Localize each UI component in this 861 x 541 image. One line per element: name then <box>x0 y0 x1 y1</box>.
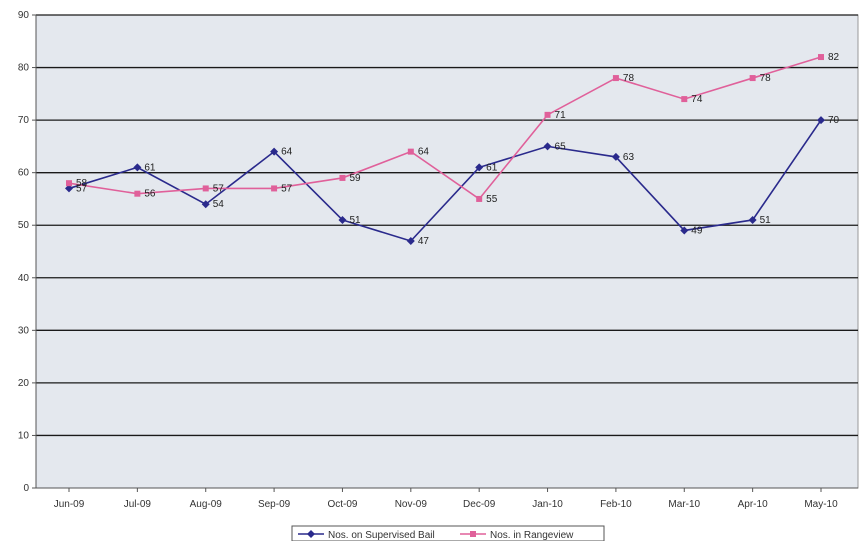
data-point <box>338 215 347 224</box>
data-point <box>818 54 824 61</box>
y-tick-label: 80 <box>18 63 30 74</box>
legend-marker-supervised-bail <box>307 530 315 538</box>
x-tick-label: Sep-09 <box>258 499 291 510</box>
x-axis-ticks: Jun-09 Jul-09 Aug-09 Sep-09 Oct-09 Nov-09 Dec-… <box>36 487 858 510</box>
series-line <box>68 56 822 201</box>
x-tick-label: Feb-10 <box>600 499 632 510</box>
data-point <box>201 200 210 209</box>
data-label: 63 <box>623 152 635 163</box>
data-label: 71 <box>555 110 567 121</box>
data-point <box>65 184 73 193</box>
data-point <box>749 75 756 82</box>
data-label: 82 <box>828 52 840 63</box>
y-tick-label: 90 <box>18 10 30 21</box>
data-point <box>680 226 689 235</box>
data-label: 78 <box>623 73 635 84</box>
data-point <box>681 96 688 103</box>
x-tick-label: Apr-10 <box>738 499 768 510</box>
legend-box <box>291 525 605 541</box>
data-point <box>270 147 279 156</box>
x-tick-label: Oct-09 <box>327 499 357 510</box>
data-point <box>339 174 346 181</box>
data-label: 58 <box>76 178 88 189</box>
data-point <box>611 152 620 161</box>
x-tick-label: Jul-09 <box>124 499 152 510</box>
data-point <box>407 148 414 155</box>
data-label: 74 <box>691 94 703 105</box>
data-point <box>476 195 483 202</box>
plot-area <box>35 14 859 489</box>
data-point <box>271 185 278 192</box>
data-point <box>544 111 551 118</box>
data-label: 57 <box>76 183 88 194</box>
data-label: 64 <box>281 147 293 158</box>
data-label: 70 <box>828 115 840 126</box>
x-tick-label: Jun-09 <box>54 499 85 510</box>
y-tick-label: 30 <box>18 325 30 336</box>
data-label: 64 <box>418 147 430 158</box>
data-point <box>543 142 552 151</box>
y-tick-label: 20 <box>18 378 30 389</box>
y-axis-ticks: 0 10 20 30 40 50 60 70 80 90 <box>18 10 37 494</box>
x-tick-label: Jan-10 <box>532 499 563 510</box>
data-label: 54 <box>213 199 225 210</box>
data-point <box>475 163 484 172</box>
legend: Nos. on Supervised Bail Nos. in Rangevie… <box>291 525 605 541</box>
data-label: 55 <box>486 194 498 205</box>
data-point <box>748 215 757 224</box>
series-lines <box>68 56 822 242</box>
data-labels: 57 61 54 64 51 47 61 65 63 49 51 70 58 56 57 57 59 64 55 71… <box>76 52 840 247</box>
data-point <box>134 190 141 197</box>
data-label: 78 <box>760 73 772 84</box>
x-tick-label: Dec-09 <box>463 499 496 510</box>
data-label: 61 <box>486 162 498 173</box>
data-label: 61 <box>144 162 156 173</box>
y-tick-label: 40 <box>18 273 30 284</box>
data-point <box>612 75 619 82</box>
y-tick-label: 10 <box>18 430 30 441</box>
gridlines <box>36 14 858 437</box>
y-tick-label: 60 <box>18 168 30 179</box>
data-point <box>66 180 72 187</box>
x-tick-label: Mar-10 <box>668 499 700 510</box>
x-tick-label: Nov-09 <box>395 499 428 510</box>
data-point <box>202 185 209 192</box>
series-line <box>68 119 822 242</box>
y-tick-label: 70 <box>18 115 30 126</box>
data-label: 56 <box>144 189 156 200</box>
data-label: 49 <box>691 225 703 236</box>
series-markers <box>65 54 825 245</box>
y-tick-label: 0 <box>23 483 29 494</box>
data-point <box>133 163 142 172</box>
legend-label-supervised-bail: Nos. on Supervised Bail <box>328 530 435 541</box>
legend-label-rangeview: Nos. in Rangeview <box>490 530 574 541</box>
data-label: 51 <box>349 215 361 226</box>
y-tick-label: 50 <box>18 220 30 231</box>
x-tick-label: Aug-09 <box>190 499 223 510</box>
data-label: 51 <box>760 215 772 226</box>
data-label: 57 <box>281 183 293 194</box>
data-label: 57 <box>213 183 225 194</box>
data-point <box>406 236 415 245</box>
data-label: 65 <box>555 141 567 152</box>
data-label: 47 <box>418 236 430 247</box>
data-point <box>817 116 825 125</box>
data-label: 59 <box>349 173 361 184</box>
x-tick-label: May-10 <box>804 499 838 510</box>
legend-marker-rangeview <box>470 531 476 537</box>
